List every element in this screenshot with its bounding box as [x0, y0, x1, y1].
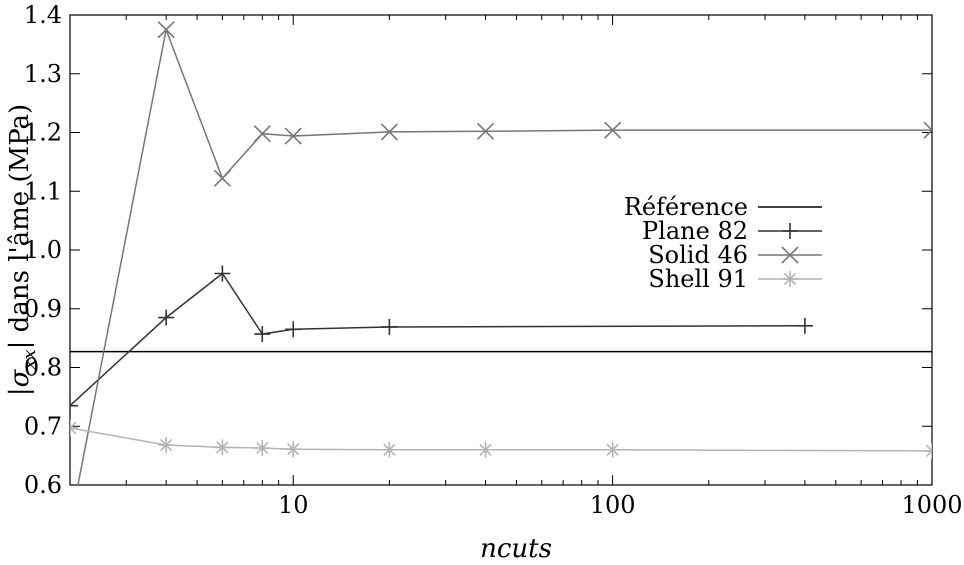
y-tick-label: 1.1 — [24, 177, 62, 205]
y-tick-label: 0.9 — [24, 295, 62, 323]
data-point — [158, 437, 175, 454]
x-tick-label: 10 — [278, 491, 309, 519]
axis-labels: ncuts |σxx| dans l'âme (MPa) — [5, 104, 552, 564]
y-tick-label: 1.4 — [24, 1, 62, 29]
marker-stroke — [284, 127, 302, 145]
legend-item: Solid 46 — [648, 241, 822, 269]
data-point — [157, 21, 175, 39]
marker-stroke — [157, 21, 175, 39]
data-point — [254, 326, 271, 343]
marker-stroke — [159, 438, 173, 452]
data-point — [285, 321, 302, 338]
legend-label: Shell 91 — [648, 265, 748, 293]
data-point — [284, 127, 302, 145]
data-point — [604, 121, 622, 139]
data-point — [70, 420, 78, 437]
x-tick-label: 1000 — [901, 491, 962, 519]
data-point — [782, 223, 798, 239]
data-point — [782, 271, 798, 287]
marker-stroke — [62, 518, 78, 534]
y-tick-label: 0.6 — [24, 471, 62, 499]
data-point — [253, 125, 271, 143]
data-point — [477, 441, 494, 458]
marker-stroke — [923, 121, 932, 132]
series-plane-82 — [70, 265, 813, 414]
data-point — [214, 439, 231, 456]
y-axis-label-open: | — [5, 387, 35, 396]
marker-stroke — [923, 129, 932, 139]
data-point — [214, 265, 231, 282]
x-tick-label: 100 — [590, 491, 636, 519]
legend-item: Référence — [624, 193, 822, 221]
marker-stroke — [925, 449, 932, 458]
y-axis-label-sub: xx — [19, 349, 40, 369]
marker-stroke — [213, 169, 231, 187]
data-point — [604, 441, 621, 458]
series-shell-91 — [70, 420, 932, 459]
data-point — [924, 442, 932, 459]
series-line — [77, 26, 932, 485]
marker-stroke — [479, 443, 492, 456]
marker-stroke — [380, 123, 398, 141]
data-point — [476, 122, 495, 140]
data-point — [285, 441, 302, 458]
data-point — [254, 439, 271, 456]
data-point — [70, 397, 78, 414]
y-tick-label: 0.7 — [24, 412, 62, 440]
marker-stroke — [925, 444, 932, 453]
y-axis-label-rest: | dans l'âme (MPa) — [5, 104, 35, 350]
marker-stroke — [216, 441, 229, 454]
marker-stroke — [383, 443, 396, 456]
data-point — [796, 317, 813, 334]
marker-stroke — [70, 426, 77, 435]
plot-frame — [69, 14, 933, 486]
data-point — [158, 309, 175, 326]
data-point — [381, 318, 398, 335]
series-line — [70, 427, 932, 452]
marker-stroke — [70, 421, 77, 430]
y-axis-label-sigma: σ — [5, 368, 35, 387]
legend-item: Shell 91 — [648, 265, 822, 293]
legend-label: Plane 82 — [642, 217, 748, 245]
legend-item: Plane 82 — [642, 217, 822, 245]
legend-label: Solid 46 — [648, 241, 748, 269]
marker-stroke — [287, 442, 300, 456]
series-solid-46 — [62, 21, 932, 534]
marker-stroke — [606, 443, 619, 456]
marker-stroke — [604, 121, 622, 139]
data-point — [62, 518, 78, 534]
marker-stroke — [62, 518, 78, 534]
y-tick-label: 1.3 — [24, 60, 62, 88]
legend-label: Référence — [624, 193, 748, 221]
series-layer — [62, 21, 932, 534]
y-axis-label: |σxx| dans l'âme (MPa) — [5, 104, 40, 396]
y-tick-label: 0.8 — [24, 354, 62, 382]
data-point — [381, 441, 398, 458]
axis-ticks: 0.6 0.7 0.8 0.9 1.0 1.1 1.2 1.3 1.4 10 100 1000 — [24, 1, 963, 519]
marker-stroke — [256, 441, 269, 455]
data-point — [923, 121, 932, 139]
marker-stroke — [781, 246, 799, 264]
series-line — [70, 272, 805, 407]
marker-stroke — [783, 272, 797, 286]
data-point — [781, 246, 799, 264]
data-point — [380, 123, 398, 141]
marker-stroke — [476, 122, 495, 140]
x-axis-label: ncuts — [480, 534, 552, 564]
data-point — [213, 169, 231, 187]
marker-stroke — [253, 125, 271, 143]
y-tick-label: 1.0 — [24, 236, 62, 264]
y-tick-label: 1.2 — [24, 119, 62, 147]
